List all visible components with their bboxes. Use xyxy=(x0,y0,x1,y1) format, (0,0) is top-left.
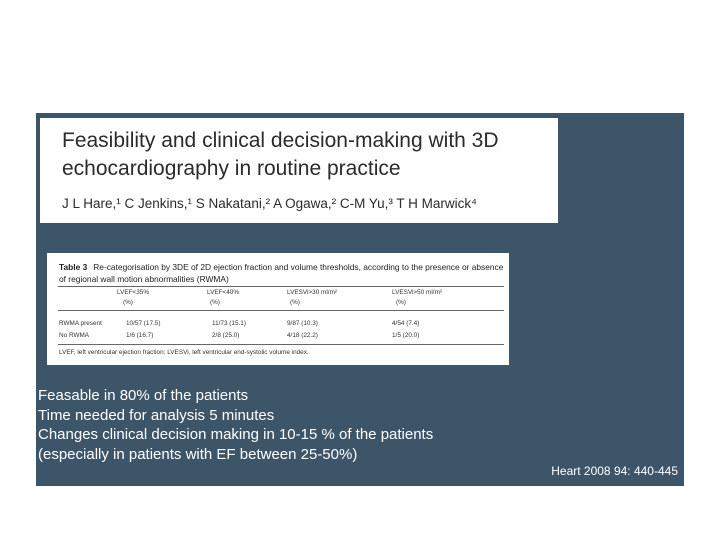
citation: Heart 2008 94: 440-445 xyxy=(551,464,678,478)
column-unit-1: (%) xyxy=(123,299,133,306)
table-cell: 4/54 (7.4) xyxy=(392,320,420,327)
column-header-1: LVEF<35% xyxy=(117,289,150,296)
paper-title-clipping: Feasibility and clinical decision-making… xyxy=(40,118,558,223)
finding-line: Time needed for analysis 5 minutes xyxy=(38,406,275,424)
key-findings: Feasable in 80% of the patients Time nee… xyxy=(38,386,433,464)
table-caption-text: Re-categorisation by 3DE of 2D ejection … xyxy=(59,262,504,284)
table-cell: 1/6 (16.7) xyxy=(126,332,154,339)
table-rule-bottom xyxy=(58,344,504,345)
column-unit-2: (%) xyxy=(210,299,220,306)
column-header-4: LVESVi>50 ml/m² xyxy=(392,289,443,296)
finding-line: (especially in patients with EF between … xyxy=(38,445,358,463)
column-unit-3: (%) xyxy=(290,299,300,306)
table-footnote: LVEF, left ventricular ejection fraction… xyxy=(59,349,309,356)
table-cell: 9/87 (10.3) xyxy=(287,320,318,327)
table-rule-top xyxy=(58,286,504,287)
row-label: No RWMA xyxy=(59,332,90,339)
paper-title: Feasibility and clinical decision-making… xyxy=(62,129,499,180)
table-rule-header xyxy=(58,310,504,311)
table-cell: 2/8 (25.0) xyxy=(212,332,240,339)
table-cell: 1/5 (20.0) xyxy=(392,332,420,339)
column-header-3: LVESVi>30 ml/m² xyxy=(287,289,338,296)
table-label: Table 3 xyxy=(59,262,88,272)
column-unit-4: (%) xyxy=(396,299,406,306)
finding-line: Feasable in 80% of the patients xyxy=(38,387,249,404)
column-header-2: LVEF<40% xyxy=(207,289,240,296)
table-clipping: Table 3 Re-categorisation by 3DE of 2D ej… xyxy=(47,253,509,365)
paper-authors: J L Hare,¹ C Jenkins,¹ S Nakatani,² A Og… xyxy=(62,196,477,211)
table-cell: 10/57 (17.5) xyxy=(126,320,161,327)
row-label: RWMA present xyxy=(59,320,102,327)
table-cell: 11/73 (15.1) xyxy=(212,320,246,327)
table-cell: 4/18 (22.2) xyxy=(287,332,318,339)
table-caption: Table 3 Re-categorisation by 3DE of 2D ej… xyxy=(59,261,504,285)
finding-line: Changes clinical decision making in 10-1… xyxy=(38,426,434,443)
